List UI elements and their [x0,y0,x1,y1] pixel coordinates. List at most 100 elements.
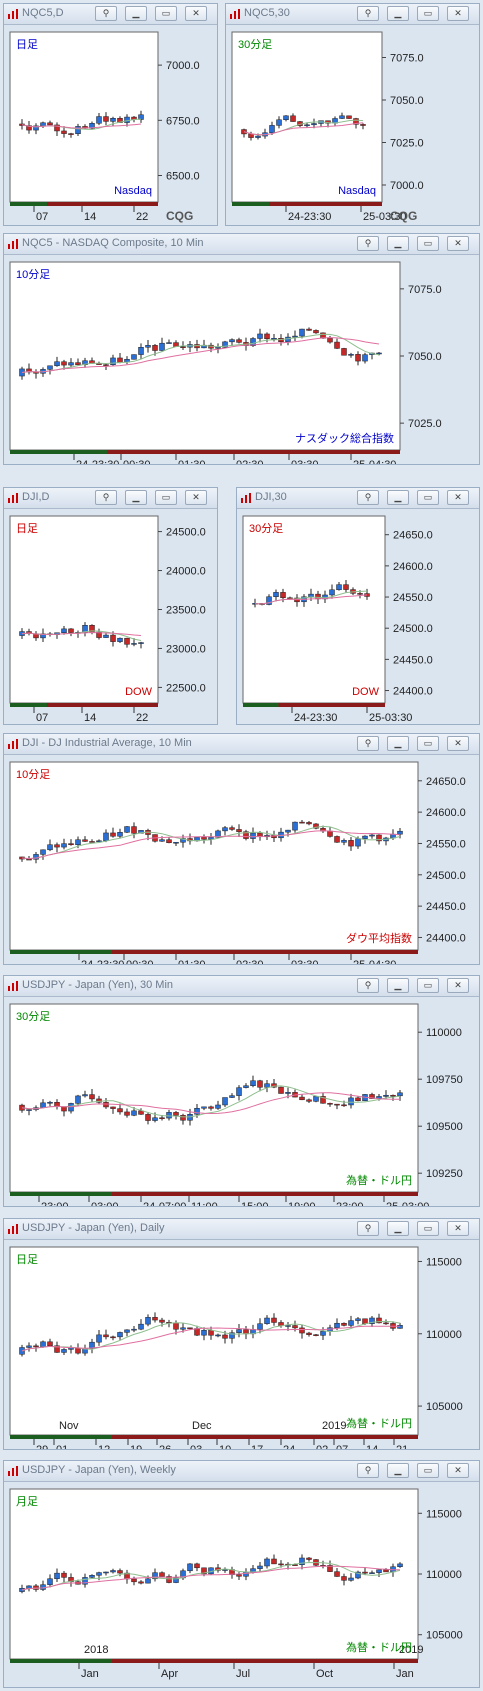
close-button[interactable]: ✕ [447,6,469,21]
time-label: 11:00 [191,1201,218,1206]
window-titlebar[interactable]: USDJPY - Japan (Yen), Daily ⚲ ▁ ▭ ✕ [4,1219,479,1240]
window-titlebar[interactable]: DJI - DJ Industrial Average, 10 Min ⚲ ▁ ▭ ✕ [4,734,479,755]
link-button[interactable]: ⚲ [95,490,117,505]
chart-window[interactable]: USDJPY - Japan (Yen), Daily ⚲ ▁ ▭ ✕ 115000 110… [3,1218,480,1450]
moving-average-line [254,594,368,605]
minimize-button[interactable]: ▁ [125,6,147,21]
minimize-button[interactable]: ▁ [387,490,409,505]
candle-body [313,823,319,829]
close-button[interactable]: ✕ [447,736,469,751]
candle-body [341,1576,347,1581]
restore-button[interactable]: ▭ [417,236,439,251]
chart-window[interactable]: DJI,D ⚲ ▁ ▭ ✕ 24500.0 24000.0 23500.0 23000.0 225… [3,487,218,725]
link-button[interactable]: ⚲ [357,490,379,505]
close-button[interactable]: ✕ [447,1463,469,1478]
window-titlebar[interactable]: DJI,D ⚲ ▁ ▭ ✕ [4,488,217,509]
restore-button[interactable]: ▭ [417,736,439,751]
close-button[interactable]: ✕ [185,490,207,505]
restore-button[interactable]: ▭ [417,1221,439,1236]
candle-body [61,130,67,134]
candle-body [243,1085,249,1088]
chart-area[interactable]: 7075.0 7050.0 7025.0 7000.0 24-23:30 25-03:30… [226,24,479,225]
candle-body [26,1109,32,1111]
price-label: 109500 [426,1121,463,1133]
time-label: 01:30 [178,959,206,964]
chart-area[interactable]: 24650.0 24600.0 24550.0 24500.0 24450.0 24400… [237,508,479,724]
chart-window[interactable]: DJI,30 ⚲ ▁ ▭ ✕ 24650.0 24600.0 24550.0 24500.0 24… [236,487,480,725]
link-button[interactable]: ⚲ [357,736,379,751]
candle-body [180,1115,186,1121]
link-button[interactable]: ⚲ [357,1221,379,1236]
minimize-button[interactable]: ▁ [125,490,147,505]
link-button[interactable]: ⚲ [357,978,379,993]
instrument-watermark: ダウ平均指数 [346,931,412,945]
link-button[interactable]: ⚲ [357,236,379,251]
candle-body [285,829,291,833]
minimize-button[interactable]: ▁ [387,1463,409,1478]
chart-area[interactable]: 110000 109750 109500 109250 23:00 03:00 24-07:… [4,996,479,1206]
chart-area[interactable]: 24500.0 24000.0 23500.0 23000.0 22500.0 07 14 2… [4,508,217,724]
restore-button[interactable]: ▭ [417,6,439,21]
close-button[interactable]: ✕ [447,236,469,251]
chart-window[interactable]: USDJPY - Japan (Yen), Weekly ⚲ ▁ ▭ ✕ 115000 11… [3,1460,480,1688]
minimize-button[interactable]: ▁ [387,978,409,993]
window-titlebar[interactable]: NQC5,D ⚲ ▁ ▭ ✕ [4,4,217,25]
restore-button[interactable]: ▭ [417,978,439,993]
candle-body [271,1083,277,1088]
time-label: 01:30 [178,459,206,464]
instrument-watermark: Nasdaq [114,185,152,197]
candle-body [103,1334,109,1338]
link-button[interactable]: ⚲ [357,6,379,21]
candle-body [222,1097,228,1106]
candle-body [390,1094,396,1097]
close-button[interactable]: ✕ [185,6,207,21]
chart-area[interactable]: 115000 110000 105000 Jan Apr Jul Oct Jan 2018 201… [4,1481,479,1687]
price-label: 7050.0 [408,351,442,363]
minimize-button[interactable]: ▁ [387,1221,409,1236]
plot-area [242,515,386,704]
time-label: Jan [396,1668,414,1680]
candle-body [103,1571,109,1574]
chart-window[interactable]: DJI - DJ Industrial Average, 10 Min ⚲ ▁ ▭ ✕ 2… [3,733,480,965]
chart-area[interactable]: 7000.0 6750.0 6500.0 07 14 22 日足 Nasdaq CQG [4,24,217,225]
time-label: 14 [366,1444,378,1449]
candle-body [159,342,165,351]
plot-area [9,261,401,451]
candle-body [61,843,67,848]
minimize-button[interactable]: ▁ [387,736,409,751]
window-titlebar[interactable]: NQC5,30 ⚲ ▁ ▭ ✕ [226,4,479,25]
time-label: 25-03:30 [369,712,412,724]
close-button[interactable]: ✕ [447,490,469,505]
candle-body [250,1080,256,1086]
restore-button[interactable]: ▭ [417,490,439,505]
chart-window[interactable]: NQC5 - NASDAQ Composite, 10 Min ⚲ ▁ ▭ ✕ 7075.… [3,233,480,465]
chart-window[interactable]: NQC5,30 ⚲ ▁ ▭ ✕ 7075.0 7050.0 7025.0 7000.0 24-23… [225,3,480,226]
chart-window[interactable]: USDJPY - Japan (Yen), 30 Min ⚲ ▁ ▭ ✕ 110000 10… [3,975,480,1207]
restore-button[interactable]: ▭ [417,1463,439,1478]
candle-body [299,328,305,337]
candle-body [376,834,382,842]
chart-area[interactable]: 24650.0 24600.0 24550.0 24500.0 24450.0 24400… [4,754,479,964]
chart-icon [8,1466,18,1476]
close-button[interactable]: ✕ [447,1221,469,1236]
window-titlebar[interactable]: USDJPY - Japan (Yen), 30 Min ⚲ ▁ ▭ ✕ [4,976,479,997]
minimize-button[interactable]: ▁ [387,6,409,21]
price-label: 7075.0 [408,284,442,296]
window-titlebar[interactable]: USDJPY - Japan (Yen), Weekly ⚲ ▁ ▭ ✕ [4,1461,479,1482]
link-button[interactable]: ⚲ [95,6,117,21]
candle-body [117,832,123,837]
chart-window[interactable]: NQC5,D ⚲ ▁ ▭ ✕ 7000.0 6750.0 6500.0 07 14 22 日足 Nasd… [3,3,218,226]
candle-body [327,1565,333,1572]
moving-average-line [21,1092,400,1115]
candle-body [40,122,46,127]
chart-area[interactable]: 7075.0 7050.0 7025.0 24-23:30 00:30 01:30 02:3… [4,254,479,464]
minimize-button[interactable]: ▁ [387,236,409,251]
moving-average-line [21,123,142,129]
restore-button[interactable]: ▭ [155,6,177,21]
restore-button[interactable]: ▭ [155,490,177,505]
window-titlebar[interactable]: NQC5 - NASDAQ Composite, 10 Min ⚲ ▁ ▭ ✕ [4,234,479,255]
link-button[interactable]: ⚲ [357,1463,379,1478]
close-button[interactable]: ✕ [447,978,469,993]
chart-area[interactable]: 115000 110000 105000 29 01 12 19 26 03 10 17 24 02 07… [4,1239,479,1449]
window-titlebar[interactable]: DJI,30 ⚲ ▁ ▭ ✕ [237,488,479,509]
